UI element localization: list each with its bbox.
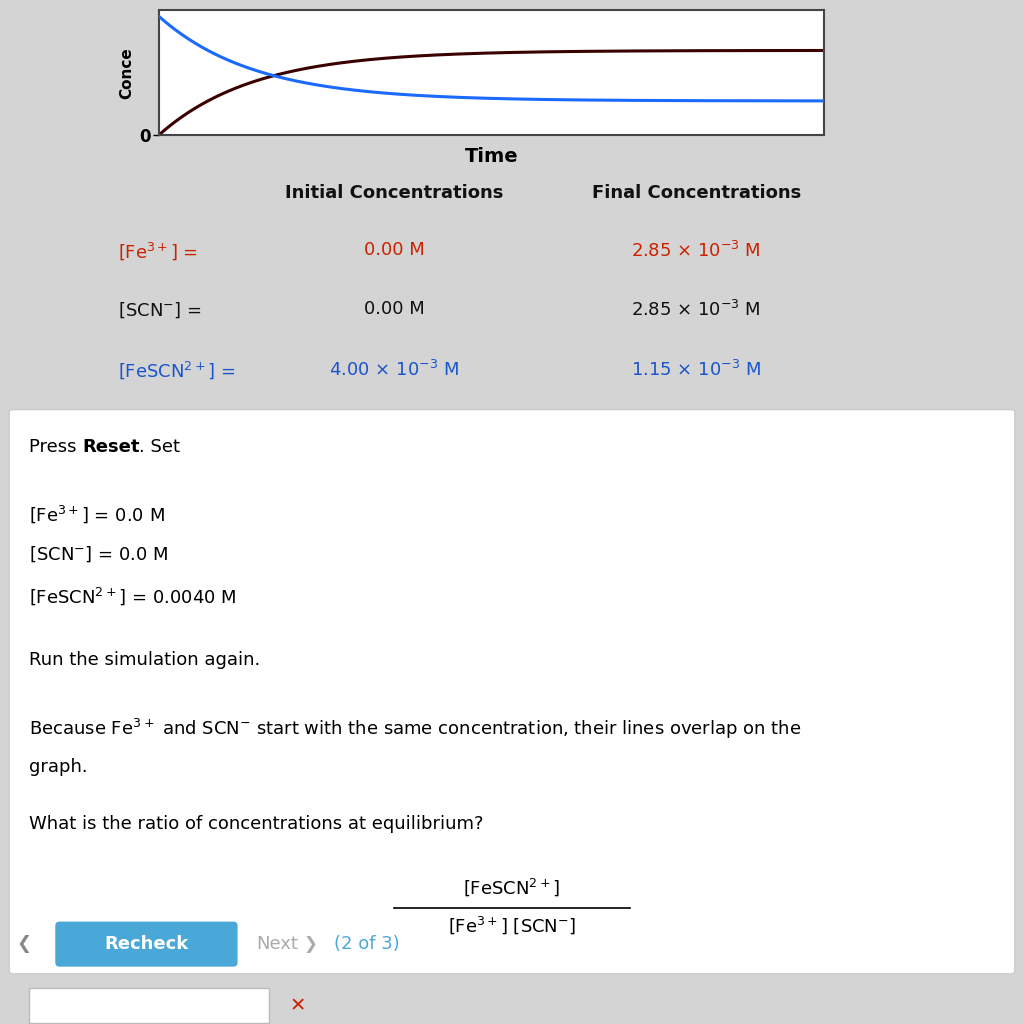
Text: Final Concentrations: Final Concentrations (592, 184, 801, 203)
Text: 2.85 × 10$^{-3}$ M: 2.85 × 10$^{-3}$ M (632, 300, 761, 321)
Text: 0.00 M: 0.00 M (364, 241, 425, 259)
Text: [SCN$^{-}$] =: [SCN$^{-}$] = (118, 300, 202, 319)
Text: . Set: . Set (139, 438, 180, 457)
Text: 1.15 × 10$^{-3}$ M: 1.15 × 10$^{-3}$ M (631, 359, 762, 380)
Text: What is the ratio of concentrations at equilibrium?: What is the ratio of concentrations at e… (29, 815, 483, 834)
Text: 0.00 M: 0.00 M (364, 300, 425, 318)
Text: Because Fe$^{3+}$ and SCN$^{-}$ start with the same concentration, their lines o: Because Fe$^{3+}$ and SCN$^{-}$ start wi… (29, 717, 801, 741)
Text: ❯: ❯ (303, 935, 317, 953)
Text: [Fe$^{3+}$] = 0.0 M: [Fe$^{3+}$] = 0.0 M (29, 504, 165, 525)
Text: [SCN$^{-}$] = 0.0 M: [SCN$^{-}$] = 0.0 M (29, 545, 168, 564)
Text: ❮: ❮ (16, 935, 32, 953)
Text: Reset: Reset (82, 438, 139, 457)
Text: [FeSCN$^{2+}$] = 0.0040 M: [FeSCN$^{2+}$] = 0.0040 M (29, 586, 237, 607)
Y-axis label: Conce: Conce (120, 47, 135, 98)
Text: [Fe$^{3+}$] =: [Fe$^{3+}$] = (118, 241, 198, 262)
Text: graph.: graph. (29, 758, 87, 776)
Text: Initial Concentrations: Initial Concentrations (285, 184, 504, 203)
Text: 2.85 × 10$^{-3}$ M: 2.85 × 10$^{-3}$ M (632, 241, 761, 261)
Text: Recheck: Recheck (104, 935, 188, 953)
Text: Press: Press (29, 438, 82, 457)
Text: Next: Next (256, 935, 298, 953)
Text: (2 of 3): (2 of 3) (334, 935, 399, 953)
Text: ✕: ✕ (290, 996, 306, 1015)
Text: [Fe$^{3+}$] [SCN$^{-}$]: [Fe$^{3+}$] [SCN$^{-}$] (447, 914, 577, 936)
Text: [FeSCN$^{2+}$]: [FeSCN$^{2+}$] (464, 877, 560, 898)
Text: Time: Time (465, 147, 518, 167)
Text: [FeSCN$^{2+}$] =: [FeSCN$^{2+}$] = (118, 359, 236, 381)
Text: 4.00 × 10$^{-3}$ M: 4.00 × 10$^{-3}$ M (329, 359, 460, 380)
Text: Run the simulation again.: Run the simulation again. (29, 651, 260, 670)
